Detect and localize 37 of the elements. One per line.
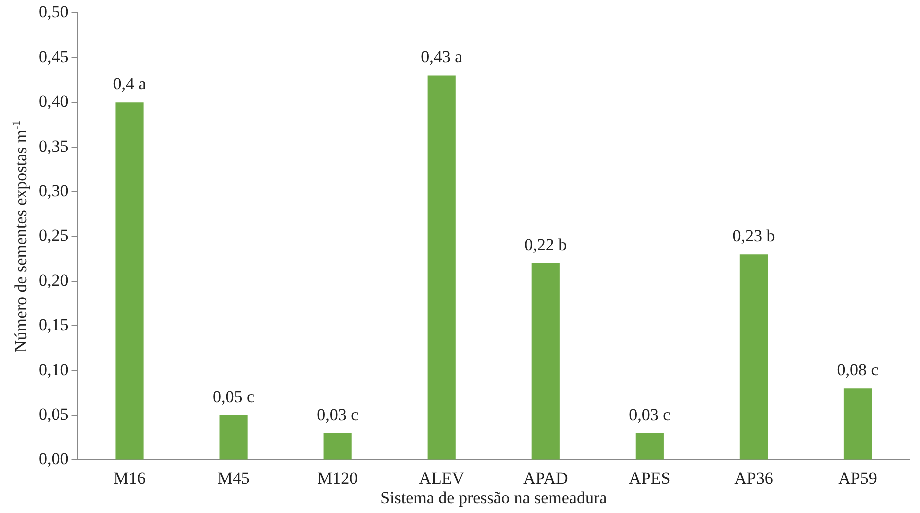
x-tick-label: ALEV	[419, 468, 466, 488]
data-label: 0,4 a	[113, 74, 147, 94]
x-tick-label: AP59	[838, 468, 878, 488]
data-label: 0,43 a	[421, 48, 464, 67]
y-tick-label: 0,25	[39, 226, 69, 246]
y-tick-label: 0,20	[39, 270, 69, 290]
data-label: 0,03 c	[629, 405, 672, 424]
bar	[428, 76, 456, 460]
y-tick-label: 0,40	[39, 92, 69, 112]
data-label: 0,22 b	[524, 235, 568, 254]
bar	[636, 433, 664, 460]
y-tick-label: 0,45	[39, 47, 69, 66]
bar	[532, 264, 560, 460]
y-tick-label: 0,15	[39, 316, 69, 335]
x-tick-label: M16	[114, 468, 146, 488]
x-tick-label: APES	[629, 468, 671, 488]
y-tick-label: 0,00	[39, 450, 69, 469]
bar	[740, 254, 768, 460]
x-axis-title: Sistema de pressão na semeadura	[380, 488, 608, 508]
data-label: 0,03 c	[317, 405, 360, 424]
bar	[324, 433, 352, 460]
y-tick-label: 0,10	[39, 360, 69, 380]
bar	[220, 416, 248, 460]
y-tick-label: 0,35	[39, 136, 69, 156]
y-tick-label: 0,30	[39, 181, 69, 200]
y-axis-title: Número de sementes expostas m-1	[10, 120, 30, 353]
bar	[116, 102, 144, 460]
y-tick-label: 0,50	[39, 2, 69, 22]
x-tick-label: M120	[318, 468, 358, 488]
data-label: 0,08 c	[837, 360, 880, 380]
bar	[844, 388, 872, 460]
data-label: 0,23 b	[732, 226, 776, 246]
data-label: 0,05 c	[213, 387, 256, 406]
x-tick-label: M45	[218, 468, 250, 488]
x-tick-label: AP36	[734, 468, 774, 488]
x-tick-label: APAD	[524, 468, 568, 488]
y-tick-label: 0,05	[39, 404, 69, 424]
